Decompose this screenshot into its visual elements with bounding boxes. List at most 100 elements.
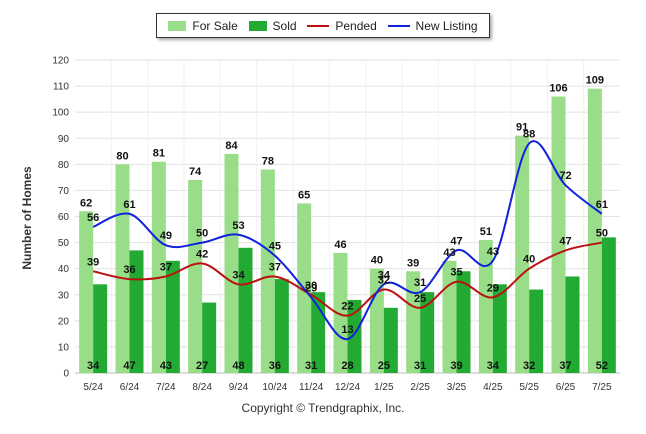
data-label-pended: 42: [196, 248, 208, 260]
y-tick-label: 110: [53, 82, 69, 93]
data-label-for-sale: 84: [225, 140, 238, 152]
bar-for-sale: [224, 153, 239, 373]
data-label-sold: 34: [487, 360, 500, 372]
data-label-sold: 52: [596, 360, 608, 372]
data-label-sold: 37: [559, 360, 571, 372]
bar-for-sale: [79, 211, 94, 373]
data-label-sold: 25: [378, 360, 390, 372]
legend-label-pended: Pended: [335, 18, 377, 33]
data-label-pended: 32: [378, 275, 390, 287]
bar-sold: [129, 250, 144, 373]
data-label-for-sale: 78: [262, 156, 274, 168]
data-label-new-listing: 53: [232, 220, 244, 232]
data-label-for-sale: 106: [549, 83, 567, 95]
y-tick-label: 90: [58, 134, 70, 145]
data-label-sold: 47: [123, 360, 135, 372]
data-label-sold: 32: [523, 360, 535, 372]
x-tick-label: 3/25: [447, 382, 467, 393]
y-tick-label: 50: [58, 238, 70, 249]
legend-item-pended[interactable]: Pended: [307, 18, 377, 33]
y-tick-label: 20: [58, 316, 70, 327]
data-label-sold: 28: [341, 360, 353, 372]
data-label-for-sale: 43: [443, 247, 455, 259]
x-tick-label: 5/25: [519, 382, 539, 393]
data-label-pended: 34: [232, 269, 245, 281]
data-label-for-sale: 40: [371, 255, 383, 267]
data-label-pended: 47: [559, 235, 571, 247]
data-label-sold: 43: [160, 360, 172, 372]
bar-sold: [601, 237, 616, 373]
data-label-sold: 31: [414, 360, 426, 372]
x-tick-label: 8/24: [192, 382, 212, 393]
legend-swatch-for-sale: [168, 20, 187, 31]
data-label-new-listing: 45: [269, 241, 281, 253]
data-label-new-listing: 31: [414, 277, 426, 289]
y-tick-label: 30: [58, 290, 70, 301]
bar-sold: [456, 271, 471, 373]
bar-sold: [492, 284, 507, 373]
data-label-pended: 29: [487, 282, 499, 294]
legend-label-for-sale: For Sale: [192, 18, 238, 33]
bar-sold: [383, 307, 398, 373]
y-tick-label: 80: [58, 160, 70, 171]
data-label-new-listing: 88: [523, 128, 535, 140]
data-label-pended: 39: [87, 256, 99, 268]
lines: [92, 140, 603, 341]
data-label-for-sale: 109: [586, 75, 604, 87]
legend-item-sold[interactable]: Sold: [248, 18, 297, 33]
data-label-for-sale: 80: [116, 150, 128, 162]
bar-for-sale: [260, 169, 275, 373]
data-label-for-sale: 91: [516, 122, 528, 134]
data-label-pended: 35: [450, 267, 462, 279]
y-tick-label: 40: [58, 264, 70, 275]
legend-swatch-pended: [307, 24, 330, 27]
y-tick-label: 0: [63, 369, 69, 380]
legend-item-for-sale[interactable]: For Sale: [168, 18, 238, 33]
data-label-new-listing: 47: [450, 235, 462, 247]
bar-sold: [565, 276, 580, 373]
data-label-sold: 39: [450, 360, 462, 372]
data-label-sold: 27: [196, 360, 208, 372]
data-label-new-listing: 61: [123, 199, 135, 211]
x-tick-label: 7/25: [592, 382, 612, 393]
legend-item-new-listing[interactable]: New Listing: [387, 19, 478, 33]
data-label-pended: 25: [414, 293, 426, 305]
bar-sold: [93, 284, 108, 373]
bar-sold: [420, 292, 435, 373]
data-label-pended: 36: [123, 264, 135, 276]
legend-label-sold: Sold: [272, 18, 297, 33]
data-label-for-sale: 65: [298, 189, 310, 201]
x-tick-label: 9/24: [229, 382, 249, 393]
y-tick-label: 100: [52, 108, 69, 119]
data-label-new-listing: 49: [160, 230, 172, 242]
data-label-for-sale: 46: [334, 239, 346, 251]
copyright-text: Copyright © Trendgraphix, Inc.: [241, 401, 405, 415]
data-label-new-listing: 13: [341, 324, 353, 336]
line-pended: [92, 241, 603, 317]
y-tick-label: 120: [52, 56, 69, 67]
data-label-new-listing: 72: [559, 170, 571, 182]
x-tick-label: 4/25: [483, 382, 503, 393]
x-tick-label: 5/24: [83, 382, 103, 393]
data-label-for-sale: 74: [189, 166, 202, 178]
bars: [79, 88, 616, 374]
data-label-sold: 36: [269, 360, 281, 372]
data-label-new-listing: 50: [196, 228, 208, 240]
y-tick-label: 70: [58, 186, 70, 197]
data-label-new-listing: 61: [596, 199, 608, 211]
data-label-pended: 30: [305, 280, 317, 292]
bar-for-sale: [478, 239, 493, 373]
data-label-sold: 31: [305, 360, 317, 372]
data-label-pended: 40: [523, 254, 535, 266]
data-label-new-listing: 29: [305, 282, 317, 294]
bar-for-sale: [333, 253, 348, 373]
bar-for-sale: [115, 164, 130, 373]
bar-for-sale: [551, 96, 566, 374]
data-label-pended: 22: [341, 301, 353, 313]
x-tick-label: 11/24: [299, 382, 324, 393]
bar-sold: [238, 247, 253, 373]
bar-sold: [529, 289, 544, 373]
x-tick-label: 1/25: [374, 382, 394, 393]
